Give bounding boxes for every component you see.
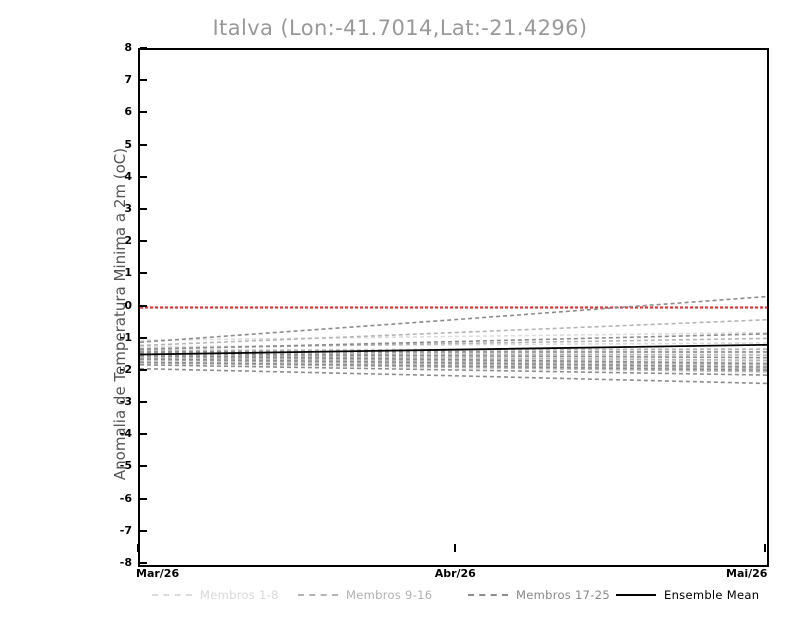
- legend-item-membros-9-16[interactable]: Membros 9-16: [298, 586, 432, 604]
- y-tick-mark: [140, 47, 147, 49]
- y-tick-mark: [140, 175, 147, 178]
- legend-line-swatch: [298, 594, 338, 596]
- y-axis-tick-7: 7: [124, 73, 132, 87]
- y-axis-tick-4: 4: [124, 169, 132, 183]
- x-axis-tick-Abr-26: Abr/26: [434, 567, 476, 580]
- page-title: Italva (Lon:-41.7014,Lat:-21.4296): [212, 16, 588, 40]
- y-axis-tick-1: 1: [124, 266, 132, 280]
- y-tick-mark: [140, 562, 147, 564]
- series-lines: [140, 295, 767, 385]
- y-tick-mark: [140, 272, 147, 275]
- y-tick-mark: [140, 207, 147, 210]
- y-axis-tick-8: 8: [124, 41, 132, 54]
- y-axis-tick-neg1: -1: [119, 330, 132, 344]
- legend-line-swatch: [616, 594, 656, 596]
- chart-legend: Membros 1-8 Membros 9-16 Membros 17-25 Ense…: [138, 586, 768, 606]
- y-tick-mark: [140, 497, 147, 500]
- legend-line-swatch: [152, 594, 192, 596]
- x-tick-mark: [764, 544, 766, 552]
- y-axis-tick-neg2: -2: [119, 362, 132, 376]
- legend-label: Ensemble Mean: [664, 588, 760, 602]
- y-tick-mark: [140, 240, 147, 243]
- member-line: [140, 295, 767, 344]
- y-tick-mark: [140, 304, 147, 307]
- y-axis-tick-5: 5: [124, 137, 132, 151]
- y-axis-tick-3: 3: [124, 201, 132, 215]
- y-tick-mark: [140, 529, 147, 532]
- legend-line-swatch: [468, 594, 508, 596]
- y-axis-tick-neg8: -8: [119, 556, 132, 569]
- legend-item-membros-17-25[interactable]: Membros 17-25: [468, 586, 610, 604]
- y-tick-mark: [140, 111, 147, 114]
- ensemble-mean-line: [140, 343, 767, 356]
- x-tick-mark: [137, 544, 139, 552]
- x-axis-tick-Mar-26: Mar/26: [136, 567, 180, 580]
- plot-area: [138, 48, 769, 567]
- y-axis-tick-0: 0: [124, 298, 132, 312]
- y-axis-tick-6: 6: [124, 105, 132, 119]
- y-tick-mark: [140, 401, 147, 404]
- legend-item-membros-1-8[interactable]: Membros 1-8: [152, 586, 279, 604]
- x-tick-mark: [454, 544, 457, 552]
- legend-label: Membros 1-8: [200, 588, 279, 602]
- y-axis-tick-neg5: -5: [119, 459, 132, 473]
- member-line: [140, 318, 767, 347]
- y-tick-mark: [140, 79, 147, 82]
- y-tick-mark: [140, 368, 147, 371]
- y-axis-tick-neg7: -7: [119, 523, 132, 537]
- y-tick-mark: [140, 143, 147, 146]
- legend-label: Membros 9-16: [346, 588, 433, 602]
- x-axis-tick-Mai-26: Mai/26: [726, 567, 768, 580]
- y-axis-tick-2: 2: [124, 234, 132, 248]
- y-axis-tick-neg3: -3: [119, 395, 132, 409]
- plot-inner: [140, 50, 767, 565]
- y-axis-tick-neg6: -6: [119, 491, 132, 505]
- y-tick-mark: [140, 433, 147, 436]
- legend-label: Membros 17-25: [516, 588, 610, 602]
- legend-item-ensemble-mean[interactable]: Ensemble Mean: [616, 586, 759, 604]
- y-tick-mark: [140, 336, 147, 339]
- y-axis-tick-labels: 8 7 6 5 4 3 2 1 0 -1 -2 -3 -4 -5 -6 -7 -8: [100, 42, 132, 568]
- y-tick-mark: [140, 465, 147, 468]
- y-axis-tick-neg4: -4: [119, 427, 132, 441]
